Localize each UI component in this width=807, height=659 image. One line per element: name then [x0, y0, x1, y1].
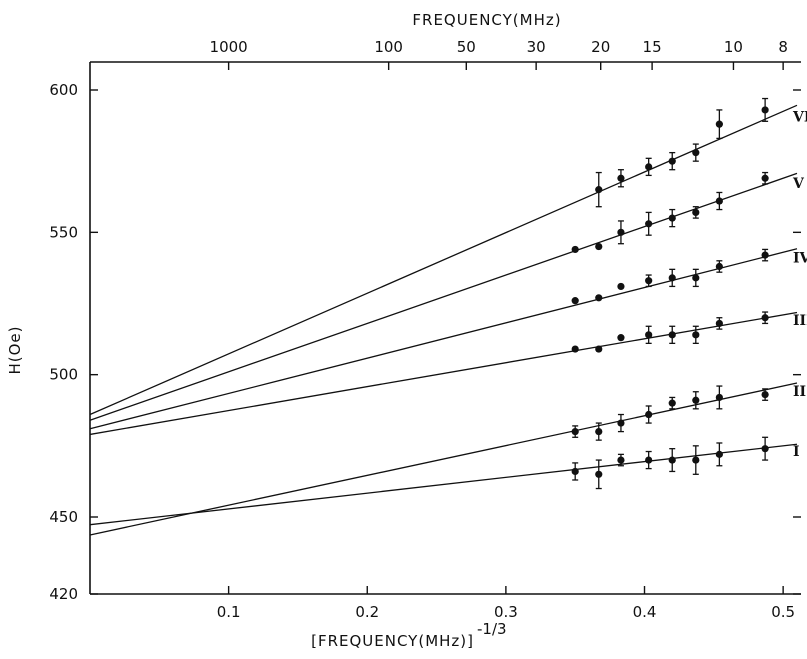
- y-tick-label: 600: [49, 81, 78, 99]
- series-label-III: III: [793, 313, 807, 329]
- data-point-V: [668, 214, 676, 222]
- x-tick-label: 0.4: [633, 603, 657, 621]
- data-point-III: [715, 319, 723, 328]
- data-point-I: [595, 470, 603, 478]
- fit-line-II: [89, 382, 798, 536]
- data-point-I: [692, 456, 700, 464]
- data-point-III: [617, 334, 625, 342]
- x-tick-label: 0.2: [355, 603, 379, 621]
- data-point-III: [595, 345, 603, 353]
- data-point-IV: [595, 294, 603, 302]
- data-point-V: [617, 228, 625, 236]
- top-tick-label: 30: [527, 38, 546, 56]
- data-point-V: [715, 197, 723, 205]
- y-tick-label: 550: [49, 223, 78, 241]
- data-point-V: [571, 245, 579, 254]
- data-point-II: [571, 428, 579, 436]
- y-tick-label: 420: [49, 585, 78, 603]
- series-label-V: V: [792, 176, 805, 192]
- data-point-VI: [617, 174, 625, 182]
- data-point-I: [571, 467, 579, 476]
- data-point-II: [617, 419, 625, 427]
- series-label-I: I: [793, 444, 800, 460]
- data-point-VI: [715, 120, 723, 128]
- data-point-VI: [595, 186, 603, 194]
- data-point-IV: [645, 277, 653, 285]
- data-point-II: [715, 393, 723, 402]
- top-axis-title: FREQUENCY(MHz): [412, 11, 561, 29]
- top-tick-label: 1000: [210, 38, 248, 56]
- x-tick-label: 0.1: [217, 603, 241, 621]
- data-point-IV: [617, 282, 625, 291]
- series-label-IV: IV: [793, 250, 807, 266]
- y-tick-label: 450: [49, 508, 78, 526]
- data-point-VI: [668, 157, 676, 165]
- y-axis-title: H(Oe): [6, 325, 24, 374]
- data-point-I: [645, 456, 653, 464]
- series-label-VI: VI: [792, 109, 807, 125]
- data-point-VI: [761, 106, 769, 114]
- fit-line-VI: [89, 104, 798, 416]
- data-points: [571, 97, 769, 490]
- data-point-V: [692, 208, 700, 217]
- data-point-VI: [645, 163, 653, 171]
- x-axis-title-exponent: -1/3: [477, 620, 507, 638]
- data-point-IV: [761, 251, 769, 259]
- top-tick-label: 50: [457, 38, 476, 56]
- data-point-IV: [715, 262, 723, 271]
- data-point-II: [668, 399, 676, 407]
- fit-line-V: [89, 172, 798, 421]
- top-tick-label: 15: [643, 38, 662, 56]
- axes: 420 450 500 550 600 0.1 0.2 0.3 0.4 0.5 1000 100 50 3…: [49, 38, 801, 621]
- top-tick-label: 10: [724, 38, 743, 56]
- data-point-II: [645, 410, 653, 419]
- data-point-I: [617, 456, 625, 464]
- data-point-IV: [668, 274, 676, 282]
- fit-line-IV: [89, 248, 798, 430]
- data-point-II: [595, 428, 603, 436]
- data-point-III: [761, 314, 769, 322]
- data-point-VI: [692, 149, 700, 157]
- fit-lines: [89, 104, 798, 536]
- data-point-IV: [692, 274, 700, 282]
- fit-line-III: [89, 311, 798, 436]
- x-axis-title: [FREQUENCY(MHz)]: [311, 632, 474, 650]
- data-point-V: [595, 242, 603, 251]
- series-label-II: II: [793, 384, 806, 400]
- top-tick-label: 20: [591, 38, 610, 56]
- data-point-III: [645, 331, 653, 339]
- y-tick-label: 500: [49, 366, 78, 384]
- data-point-III: [668, 331, 676, 339]
- data-point-V: [645, 220, 653, 228]
- top-tick-label: 8: [778, 38, 788, 56]
- data-point-II: [692, 396, 700, 404]
- x-tick-label: 0.5: [771, 603, 795, 621]
- data-point-I: [715, 450, 723, 458]
- data-point-IV: [571, 297, 579, 305]
- data-point-III: [692, 331, 700, 339]
- data-point-II: [761, 390, 769, 399]
- data-point-I: [761, 445, 769, 453]
- top-tick-label: 100: [374, 38, 403, 56]
- series-labels: IIIIIIIVVVI: [792, 109, 807, 459]
- data-point-V: [761, 174, 769, 182]
- data-point-I: [668, 456, 676, 464]
- data-point-III: [571, 345, 579, 353]
- fit-line-I: [89, 443, 798, 526]
- x-tick-label: 0.3: [494, 603, 518, 621]
